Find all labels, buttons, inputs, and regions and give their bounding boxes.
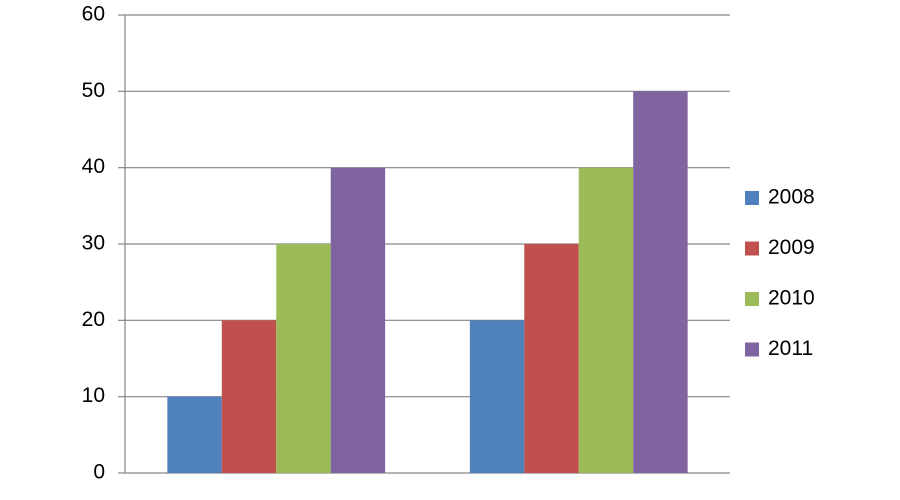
bar [330, 167, 386, 473]
y-tick-label: 30 [82, 232, 105, 255]
legend-swatch [745, 292, 759, 306]
bar [633, 91, 688, 473]
legend-swatch [745, 241, 759, 256]
legend-label: 2008 [768, 186, 815, 209]
y-tick-label: 40 [82, 155, 105, 178]
legend-swatch [745, 342, 759, 357]
y-tick-label: 0 [93, 461, 105, 484]
y-tick-label: 20 [82, 308, 105, 331]
legend-label: 2009 [768, 236, 815, 259]
bar [469, 320, 525, 473]
bar [221, 320, 277, 473]
legend-swatch [745, 191, 759, 205]
bar [276, 244, 331, 473]
legend-label: 2011 [768, 337, 813, 360]
y-tick-label: 10 [82, 384, 105, 407]
y-tick-label: 50 [82, 79, 105, 102]
bar [578, 167, 634, 473]
bar [524, 244, 579, 473]
bar [167, 396, 222, 473]
y-tick-label: 60 [82, 3, 105, 26]
legend-label: 2010 [768, 287, 815, 310]
